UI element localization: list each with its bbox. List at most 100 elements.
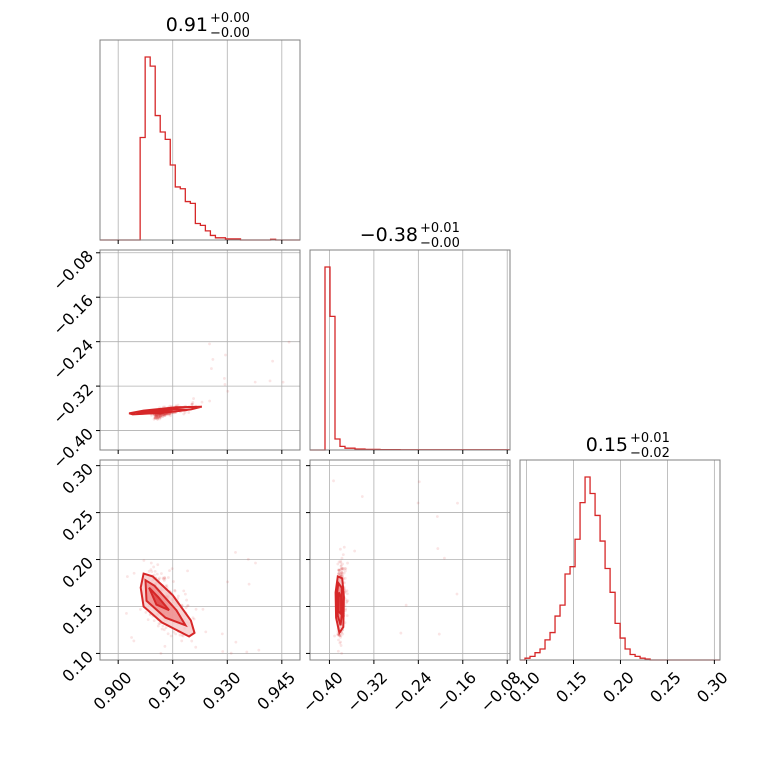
sample-point <box>153 569 157 573</box>
sample-point <box>155 414 158 417</box>
sample-point <box>337 568 340 572</box>
sample-point <box>161 414 165 418</box>
sample-point <box>399 631 403 635</box>
sample-point <box>154 416 157 420</box>
sample-point <box>344 607 348 611</box>
sample-point <box>155 414 159 418</box>
sample-point <box>234 640 238 644</box>
panel-bg <box>100 460 300 660</box>
sample-point <box>132 571 136 575</box>
sample-point <box>152 417 156 421</box>
sample-point <box>341 574 345 578</box>
sample-point <box>437 632 441 636</box>
sample-point <box>211 358 215 361</box>
sample-point <box>155 413 158 417</box>
sample-point <box>194 645 198 649</box>
sample-point <box>153 414 157 418</box>
sample-point <box>161 415 165 418</box>
sample-point <box>169 634 173 638</box>
panel-bg <box>100 40 300 240</box>
sample-point <box>153 416 157 420</box>
sample-point <box>167 412 171 416</box>
sample-point <box>339 640 343 644</box>
sample-point <box>161 624 165 628</box>
sample-point <box>156 415 160 419</box>
sample-point <box>339 564 343 568</box>
sample-point <box>332 479 335 483</box>
sample-point <box>162 579 166 582</box>
y-tick-label: −0.24 <box>49 335 97 383</box>
sample-point <box>190 402 194 406</box>
sample-point <box>158 416 162 419</box>
x-tick-label: 0.945 <box>253 668 299 714</box>
sample-point <box>404 603 408 607</box>
sample-point <box>234 550 237 554</box>
contour-c-mid <box>144 578 188 628</box>
sample-point <box>192 617 196 621</box>
sample-point <box>132 639 136 643</box>
sample-point <box>161 413 165 417</box>
y-tick-label: −0.08 <box>49 246 97 294</box>
sample-point <box>183 592 187 596</box>
sample-point <box>166 413 170 417</box>
sample-point <box>154 414 158 418</box>
sample-point <box>182 412 186 416</box>
sample-point <box>339 559 343 563</box>
sample-point <box>156 416 159 420</box>
x-tick-label: 0.25 <box>646 668 685 707</box>
sample-point <box>194 607 198 611</box>
sample-point <box>183 411 187 414</box>
sample-point <box>154 414 158 418</box>
sample-point <box>342 571 346 575</box>
sample-point <box>160 413 164 417</box>
sample-point <box>160 572 163 575</box>
sample-point <box>190 403 194 406</box>
sample-point <box>345 600 349 603</box>
sample-point <box>346 599 350 603</box>
y-tick-label: 0.15 <box>58 600 97 639</box>
sample-point <box>173 588 177 592</box>
sample-point <box>253 380 257 384</box>
sample-point <box>360 495 364 498</box>
sample-point <box>162 413 166 417</box>
sample-point <box>287 340 291 344</box>
sample-point <box>159 651 163 655</box>
sample-point <box>340 573 343 577</box>
sample-point <box>159 414 162 418</box>
x-tick-label: 0.20 <box>599 668 638 707</box>
sample-point <box>337 560 341 564</box>
sample-point <box>208 399 212 403</box>
sample-point <box>343 567 347 570</box>
sample-point <box>229 651 233 655</box>
sample-point <box>156 417 159 421</box>
sample-point <box>159 415 162 419</box>
sample-point <box>158 576 161 580</box>
scatter-points-1-0 <box>208 340 291 393</box>
sample-point <box>340 573 344 576</box>
sample-point <box>337 568 341 572</box>
sample-point <box>146 618 150 622</box>
sample-point <box>245 650 249 654</box>
sample-point <box>156 416 159 420</box>
title-minus: −0.00 <box>210 26 250 41</box>
title-plus: +0.00 <box>210 11 250 26</box>
sample-point <box>156 413 160 417</box>
sample-point <box>185 598 188 602</box>
sample-point <box>336 649 340 653</box>
y-tick-label: 0.20 <box>58 553 97 592</box>
sample-point <box>345 601 348 605</box>
sample-point <box>345 614 349 618</box>
sample-point <box>163 413 167 417</box>
sample-point <box>339 636 342 639</box>
sample-point <box>191 401 195 404</box>
sample-point <box>170 567 174 570</box>
sample-point <box>153 416 157 419</box>
sample-point <box>153 415 157 419</box>
sample-point <box>159 414 163 418</box>
y-tick-label: −0.16 <box>49 291 97 339</box>
sample-point <box>339 566 343 570</box>
sample-point <box>341 562 344 566</box>
sample-point <box>180 633 184 637</box>
sample-point <box>168 412 172 416</box>
sample-point <box>152 565 156 569</box>
